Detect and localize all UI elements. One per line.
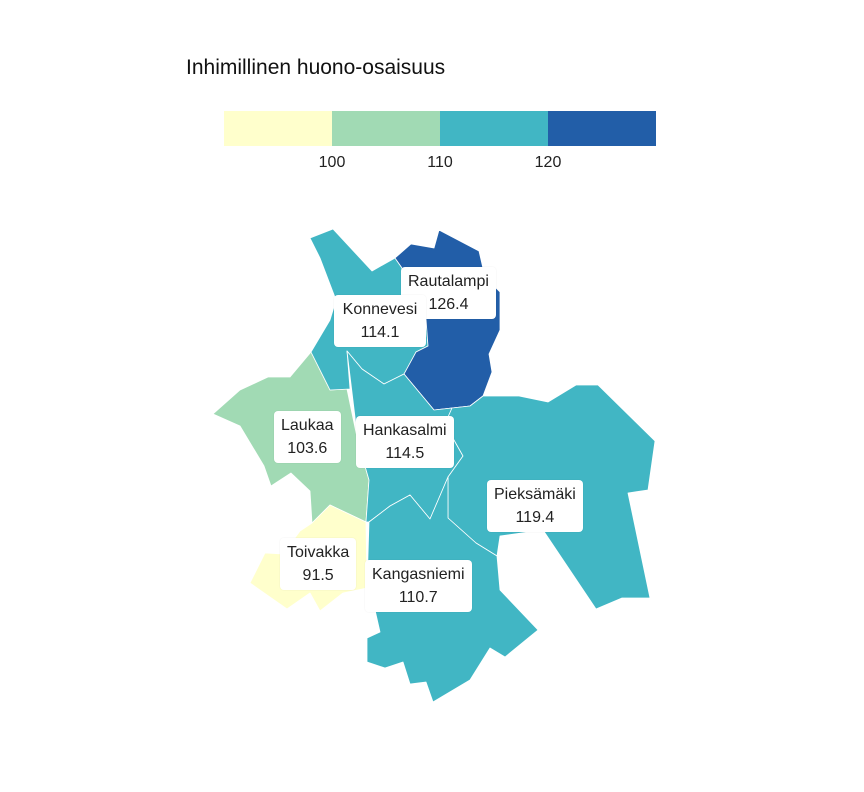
region-value: 126.4 <box>428 296 469 313</box>
region-name: Toivakka <box>287 544 350 561</box>
map-title: Inhimillinen huono-osaisuus <box>186 56 446 79</box>
region-name: Konnevesi <box>342 301 418 318</box>
legend-bin-3 <box>440 111 548 146</box>
legend-tick-120: 120 <box>534 154 562 171</box>
label-hankasalmi: Hankasalmi 114.5 <box>356 416 454 468</box>
region-name: Pieksämäki <box>494 486 576 503</box>
legend-tick-100: 100 <box>318 154 346 171</box>
region-value: 103.6 <box>287 440 328 457</box>
region-value: 91.5 <box>302 567 334 584</box>
legend-bin-1 <box>224 111 332 146</box>
region-value: 114.5 <box>385 445 425 462</box>
label-kangasniemi: Kangasniemi 110.7 <box>365 560 472 612</box>
region-name: Hankasalmi <box>363 422 447 439</box>
legend-tick-110: 110 <box>427 154 453 171</box>
label-laukaa: Laukaa 103.6 <box>274 411 341 463</box>
region-value: 114.1 <box>360 324 400 341</box>
label-pieksamaki: Pieksämäki 119.4 <box>487 480 583 532</box>
label-konnevesi: Konnevesi 114.1 <box>334 295 426 347</box>
region-value: 119.4 <box>515 509 555 526</box>
region-name: Laukaa <box>281 417 334 434</box>
region-name: Kangasniemi <box>372 566 465 583</box>
region-value: 110.7 <box>398 589 438 606</box>
region-name: Rautalampi <box>408 273 489 290</box>
label-toivakka: Toivakka 91.5 <box>280 538 357 590</box>
legend-bin-2 <box>332 111 440 146</box>
legend-bin-4 <box>548 111 656 146</box>
